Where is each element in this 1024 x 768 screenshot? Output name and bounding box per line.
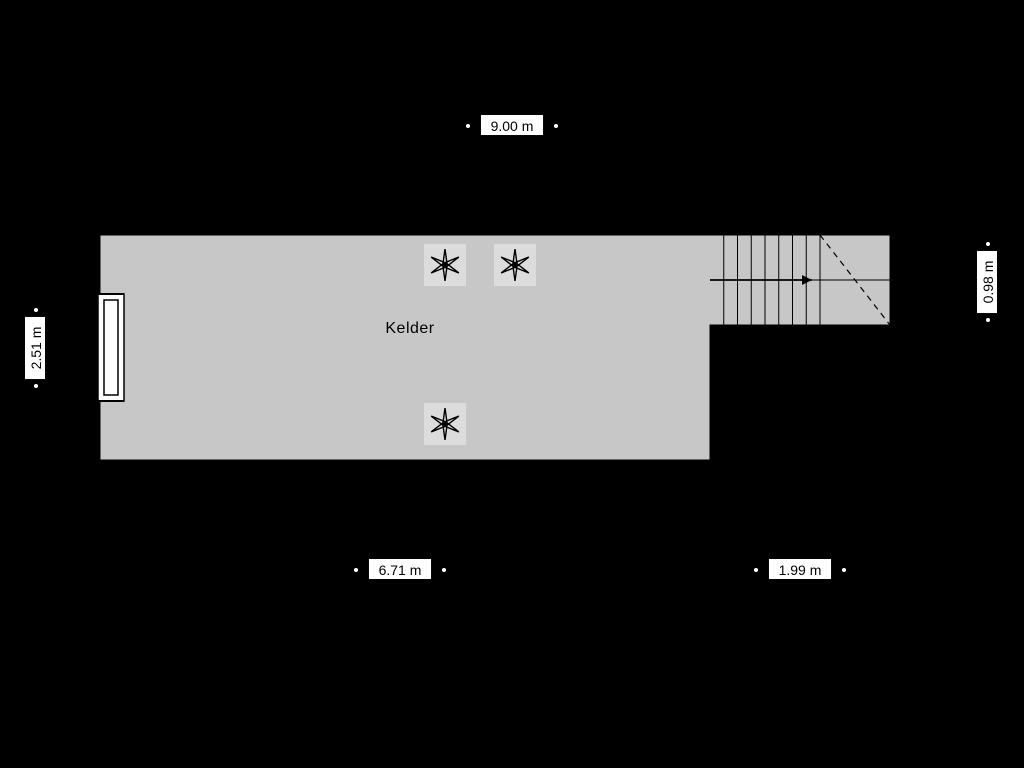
dimension-text: 0.98 m — [980, 261, 996, 304]
dim-tick — [354, 568, 358, 572]
dimension-text: 9.00 m — [491, 118, 534, 134]
dim-tick — [754, 568, 758, 572]
window-icon — [94, 294, 124, 401]
room-label: Kelder — [385, 320, 434, 337]
dim-tick — [986, 242, 990, 246]
fan-icon — [424, 244, 466, 286]
dimension-text: 6.71 m — [379, 562, 422, 578]
dimension-label: 0.98 m — [977, 251, 997, 313]
dimension-label: 6.71 m — [369, 559, 431, 579]
dim-tick — [842, 568, 846, 572]
dimension-text: 2.51 m — [28, 327, 44, 370]
dimension-label: 2.51 m — [25, 317, 45, 379]
dimension-label: 9.00 m — [481, 115, 543, 135]
dimension-text: 1.99 m — [779, 562, 822, 578]
dim-tick — [34, 384, 38, 388]
floorplan-canvas: Kelder 9.00 m 2.51 m 0.98 m 6.71 m 1.99 m — [0, 0, 1024, 768]
fan-icon — [424, 403, 466, 445]
dim-tick — [442, 568, 446, 572]
fan-icon — [494, 244, 536, 286]
dim-tick — [986, 318, 990, 322]
dimension-label: 1.99 m — [769, 559, 831, 579]
dim-tick — [466, 124, 470, 128]
dim-tick — [554, 124, 558, 128]
dim-tick — [34, 308, 38, 312]
